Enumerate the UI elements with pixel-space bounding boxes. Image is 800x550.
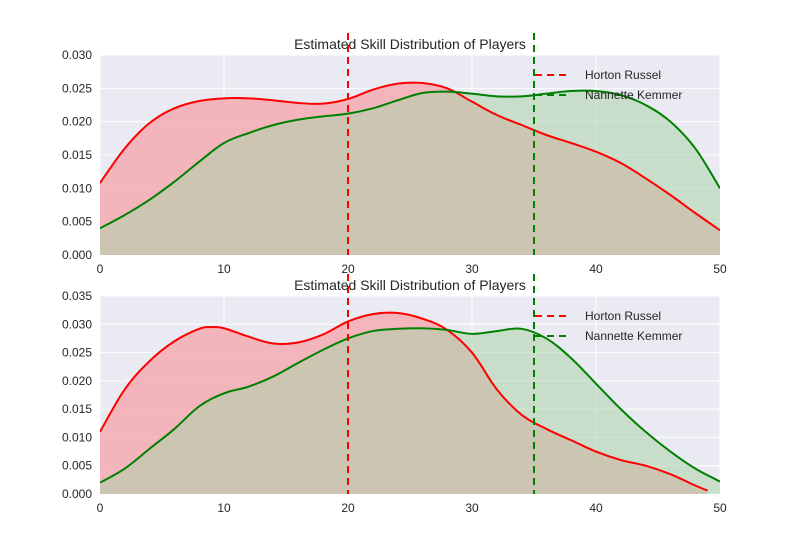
x-tick-label: 30 <box>465 501 479 515</box>
x-tick-label: 0 <box>97 262 104 276</box>
plot-area <box>100 311 720 494</box>
chart-title: Estimated Skill Distribution of Players <box>294 277 526 293</box>
y-tick-label: 0.000 <box>62 487 92 501</box>
chart-panel-top: 0 10 20 30 40 50 0.000 0.005 0.010 0.015 0.020 0.02… <box>62 33 727 276</box>
y-tick-label: 0.035 <box>62 289 92 303</box>
x-tick-label: 40 <box>589 501 603 515</box>
series-line-horton-russel <box>100 81 720 232</box>
legend-label-horton-russel: Horton Russel <box>585 68 661 82</box>
y-tick-label: 0.030 <box>62 48 92 62</box>
chart-panel-bottom: 0 10 20 30 40 50 0.000 0.005 0.010 0.015 0.020 0.02… <box>62 274 727 515</box>
y-tick-label: 0.010 <box>62 430 92 444</box>
y-tick-label: 0.020 <box>62 115 92 129</box>
x-tick-label: 0 <box>97 501 104 515</box>
y-tick-label: 0.020 <box>62 374 92 388</box>
y-tick-label: 0.015 <box>62 148 92 162</box>
y-tick-label: 0.005 <box>62 215 92 229</box>
legend-label-horton-russel: Horton Russel <box>585 309 661 323</box>
x-tick-label: 20 <box>341 262 355 276</box>
series-line-nannette-kemmer <box>100 89 720 230</box>
area-fill-nannette-kemmer <box>100 328 720 494</box>
x-tick-label: 10 <box>217 501 231 515</box>
series-line-horton-russel <box>100 311 708 492</box>
y-tick-label: 0.000 <box>62 248 92 262</box>
y-tick-label: 0.015 <box>62 402 92 416</box>
y-tick-label: 0.010 <box>62 181 92 195</box>
legend-label-nannette-kemmer: Nannette Kemmer <box>585 329 682 343</box>
plot-area <box>100 81 720 255</box>
y-tick-label: 0.030 <box>62 317 92 331</box>
x-tick-label: 20 <box>341 501 355 515</box>
x-tick-label: 30 <box>465 262 479 276</box>
x-tick-label: 50 <box>713 262 727 276</box>
chart-title: Estimated Skill Distribution of Players <box>294 36 526 52</box>
y-tick-label: 0.025 <box>62 346 92 360</box>
y-tick-label: 0.025 <box>62 81 92 95</box>
y-tick-label: 0.005 <box>62 459 92 473</box>
x-tick-label: 10 <box>217 262 231 276</box>
x-tick-label: 40 <box>589 262 603 276</box>
legend-label-nannette-kemmer: Nannette Kemmer <box>585 88 682 102</box>
series-line-nannette-kemmer <box>100 327 720 484</box>
x-tick-label: 50 <box>713 501 727 515</box>
